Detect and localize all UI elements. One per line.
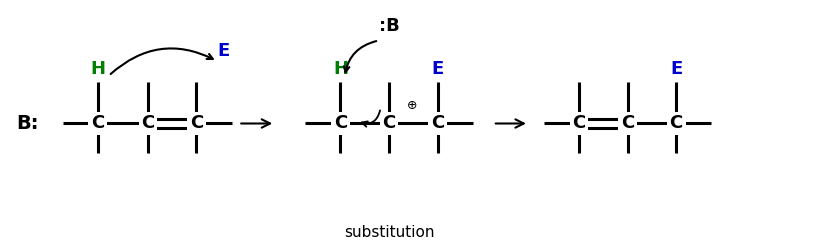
Text: C: C xyxy=(621,115,634,132)
Text: E: E xyxy=(217,42,229,61)
Text: C: C xyxy=(141,115,155,132)
Text: C: C xyxy=(333,115,347,132)
Text: H: H xyxy=(90,60,105,78)
Text: C: C xyxy=(190,115,203,132)
Text: B:: B: xyxy=(17,114,39,133)
Text: :B: :B xyxy=(379,17,399,35)
Text: substitution: substitution xyxy=(344,225,434,240)
Text: C: C xyxy=(572,115,585,132)
Text: C: C xyxy=(431,115,444,132)
Text: H: H xyxy=(333,60,348,78)
Text: E: E xyxy=(670,60,682,78)
Text: C: C xyxy=(382,115,396,132)
Text: C: C xyxy=(91,115,104,132)
Text: C: C xyxy=(669,115,683,132)
Text: E: E xyxy=(432,60,444,78)
Text: ⊕: ⊕ xyxy=(407,99,417,112)
